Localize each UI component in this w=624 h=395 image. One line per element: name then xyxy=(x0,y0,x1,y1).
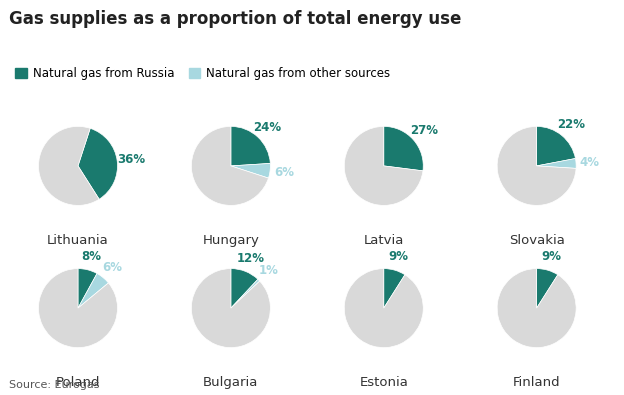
Text: 12%: 12% xyxy=(236,252,265,265)
Text: 9%: 9% xyxy=(542,250,562,263)
Text: 1%: 1% xyxy=(259,264,278,277)
Wedge shape xyxy=(497,126,576,205)
Text: Finland: Finland xyxy=(513,376,560,389)
Text: 9%: 9% xyxy=(389,250,409,263)
Wedge shape xyxy=(39,126,99,205)
Wedge shape xyxy=(192,126,268,205)
Text: 8%: 8% xyxy=(81,250,101,263)
Wedge shape xyxy=(384,269,405,308)
Text: Estonia: Estonia xyxy=(359,376,408,389)
Text: 24%: 24% xyxy=(253,120,281,134)
Wedge shape xyxy=(537,269,558,308)
Text: Hungary: Hungary xyxy=(202,234,260,247)
Text: 22%: 22% xyxy=(557,118,585,131)
Text: 4%: 4% xyxy=(580,156,600,169)
Text: Poland: Poland xyxy=(56,376,100,389)
Wedge shape xyxy=(231,279,260,308)
Text: 6%: 6% xyxy=(102,261,122,273)
Wedge shape xyxy=(192,269,270,348)
Wedge shape xyxy=(497,269,576,348)
Wedge shape xyxy=(78,269,97,308)
Wedge shape xyxy=(344,269,423,348)
Text: 6%: 6% xyxy=(274,166,294,179)
Wedge shape xyxy=(39,269,117,348)
Text: 36%: 36% xyxy=(117,153,145,166)
Text: Slovakia: Slovakia xyxy=(509,234,565,247)
Wedge shape xyxy=(78,128,117,199)
Text: Latvia: Latvia xyxy=(364,234,404,247)
Wedge shape xyxy=(537,126,575,166)
Wedge shape xyxy=(231,126,270,166)
Wedge shape xyxy=(78,273,109,308)
Wedge shape xyxy=(231,164,270,178)
Text: Bulgaria: Bulgaria xyxy=(203,376,258,389)
Text: Lithuania: Lithuania xyxy=(47,234,109,247)
Legend: Natural gas from Russia, Natural gas from other sources: Natural gas from Russia, Natural gas fro… xyxy=(15,67,391,80)
Wedge shape xyxy=(231,269,258,308)
Text: Source: Eurogas: Source: Eurogas xyxy=(9,380,100,390)
Wedge shape xyxy=(384,126,423,171)
Wedge shape xyxy=(537,158,576,168)
Text: Gas supplies as a proportion of total energy use: Gas supplies as a proportion of total en… xyxy=(9,10,462,28)
Text: 27%: 27% xyxy=(410,124,438,137)
Wedge shape xyxy=(344,126,423,205)
